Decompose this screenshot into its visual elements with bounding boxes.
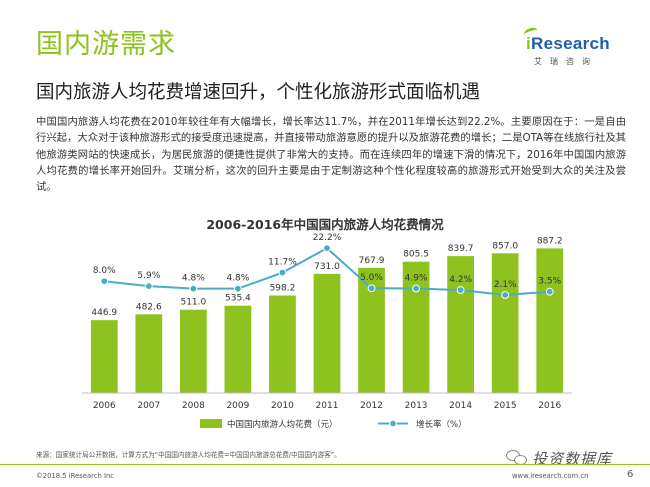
x-tick-label: 2007 — [137, 401, 160, 411]
bar-value-label: 598.2 — [270, 283, 296, 293]
bar-value-label: 887.2 — [537, 236, 563, 246]
growth-rate-labels: 8.0% 5.9% 4.8% 4.8% 11.7% 22.2% 5.0% 4.9% 4.2% 2.… — [93, 233, 562, 290]
bar-labels-layer: 446.9 482.6 511.0 535.4 598.2 731.0 767.9 805.5… — [91, 236, 562, 318]
bar — [402, 261, 430, 393]
x-tick-label: 2010 — [271, 401, 294, 411]
logo-chinese-name: 艾瑞咨询 — [534, 57, 598, 66]
x-tick-label: 2009 — [226, 401, 249, 411]
legend-line-dot — [389, 419, 397, 428]
logo-wordmark: iResearch — [526, 34, 610, 54]
bar — [224, 305, 252, 393]
x-tick-label: 2011 — [316, 401, 339, 411]
growth-point — [501, 291, 510, 299]
bar-value-label: 511.0 — [180, 298, 206, 308]
growth-label: 4.2% — [449, 275, 472, 285]
bars-layer — [90, 248, 564, 393]
growth-point — [367, 284, 376, 293]
x-tick-label: 2015 — [494, 401, 517, 411]
body-paragraph: 中国国内旅游人均花费在2010年较往年有大幅增长，增长率达11.7%，并在201… — [36, 116, 626, 194]
growth-point — [144, 282, 153, 291]
page-headline: 国内旅游人均花费增速回升，个性化旅游形式面临机遇 — [36, 82, 481, 103]
growth-point — [278, 268, 287, 277]
bar-value-label: 767.9 — [359, 256, 385, 266]
growth-label: 2.1% — [494, 280, 517, 290]
legend-bar-label: 中国国内旅游人均花费（元） — [227, 419, 338, 430]
bar-value-label: 446.9 — [91, 308, 117, 318]
legend-line-label: 增长率（%） — [416, 419, 467, 430]
bar — [90, 320, 118, 393]
growth-label: 3.5% — [538, 277, 561, 287]
growth-point — [456, 286, 465, 294]
logo-research: Research — [531, 34, 610, 53]
growth-point — [412, 284, 420, 293]
growth-point — [234, 284, 242, 293]
growth-label: 4.8% — [182, 274, 205, 284]
footer-rule — [0, 464, 650, 465]
x-tick-label: 2014 — [449, 401, 472, 411]
x-tick-label: 2008 — [182, 401, 205, 411]
growth-label: 11.7% — [268, 258, 297, 268]
bar-value-label: 857.0 — [492, 241, 518, 251]
x-tick-label: 2012 — [360, 401, 383, 411]
growth-point — [189, 284, 198, 293]
growth-point — [100, 277, 109, 286]
growth-label: 4.8% — [226, 274, 249, 284]
chart-legend: 中国国内旅游人均花费（元） 增长率（%） — [200, 419, 467, 430]
bar — [536, 248, 564, 393]
x-tick-label: 2006 — [93, 401, 116, 411]
wechat-watermark: 投资数据库 — [506, 447, 613, 469]
section-title: 国内游需求 — [36, 29, 176, 60]
bar — [180, 309, 207, 393]
legend-bar-swatch — [200, 419, 222, 428]
growth-label: 8.0% — [93, 266, 116, 276]
page-number: 6 — [627, 469, 634, 480]
copyright: ©2018.5 iResearch Inc — [36, 472, 115, 480]
growth-label: 22.2% — [313, 233, 342, 243]
growth-label: 4.9% — [405, 273, 428, 283]
bar — [491, 253, 519, 393]
bar — [313, 273, 341, 393]
growth-point — [545, 287, 554, 296]
x-tick-labels: 2006 2007 2008 2009 2010 2011 2012 2013 2014 2015… — [93, 401, 562, 411]
growth-rate-points — [100, 244, 554, 299]
watermark-name: 投资数据库 — [532, 449, 613, 468]
bar-value-label: 535.4 — [225, 294, 251, 304]
growth-label: 5.0% — [360, 273, 383, 283]
logo-i: i — [526, 34, 532, 53]
bar — [269, 295, 296, 393]
bar — [447, 256, 474, 393]
x-tick-label: 2013 — [405, 401, 428, 411]
chart-title: 2006-2016年中国国内旅游人均花费情况 — [206, 217, 444, 232]
bar-value-label: 805.5 — [403, 250, 429, 260]
spending-chart: 446.9 482.6 511.0 535.4 598.2 731.0 767.9 805.5… — [82, 233, 572, 430]
growth-label: 5.9% — [137, 271, 160, 281]
bar — [135, 314, 163, 393]
bar-value-label: 839.7 — [448, 244, 474, 254]
site-url: www.iresearch.com.cn — [512, 472, 589, 480]
iresearch-logo: iResearch 艾瑞咨询 — [522, 26, 624, 74]
growth-point — [323, 244, 331, 253]
bar-value-label: 731.0 — [314, 262, 340, 272]
source-note: 来源：国家统计局公开数据，计算方式为“中国国内旅游人均花费=中国国内旅游总花费/… — [36, 451, 341, 459]
x-tick-label: 2016 — [538, 401, 561, 411]
bar-value-label: 482.6 — [136, 302, 162, 312]
